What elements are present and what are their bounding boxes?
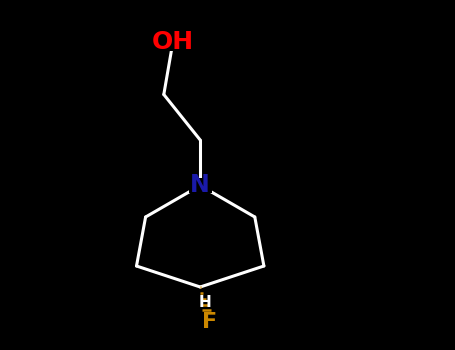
FancyBboxPatch shape <box>198 313 221 331</box>
FancyBboxPatch shape <box>150 33 196 51</box>
FancyBboxPatch shape <box>189 178 212 193</box>
Text: H: H <box>198 295 211 310</box>
Text: N: N <box>190 174 210 197</box>
Text: F: F <box>202 312 217 332</box>
Text: OH: OH <box>152 30 194 54</box>
